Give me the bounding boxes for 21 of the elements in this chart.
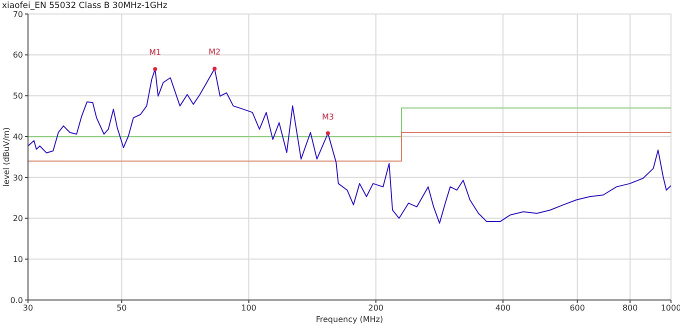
y-tick-label: 50 <box>12 92 23 101</box>
x-tick-label: 100 <box>241 304 256 313</box>
annotation: M1 <box>149 48 162 58</box>
x-tick-label: 50 <box>116 304 127 313</box>
y-axis-title: level (dBuV/m) <box>2 127 11 187</box>
x-tick-label: 400 <box>495 304 511 313</box>
x-tick-label: 200 <box>368 304 384 313</box>
y-tick-label: 10 <box>12 254 23 264</box>
y-tick-label: 20 <box>12 214 23 224</box>
y-tick-label: 40 <box>12 132 23 142</box>
x-tick-label: 800 <box>622 304 638 313</box>
y-tick-label: 70 <box>12 10 23 19</box>
annotation: M2 <box>208 48 221 57</box>
annotation: M3 <box>322 112 334 122</box>
y-tick-label: 30 <box>12 173 23 182</box>
chart-title: xiaofei_EN 55032 Class B 30MHz-1GHz <box>2 1 168 11</box>
y-tick-label: 60 <box>12 50 23 60</box>
x-tick-label: 600 <box>570 304 585 313</box>
y-tick-label: 0.0 <box>10 296 23 305</box>
x-tick-label: 30 <box>22 304 34 313</box>
x-axis-title: Frequency (MHz) <box>316 315 384 324</box>
